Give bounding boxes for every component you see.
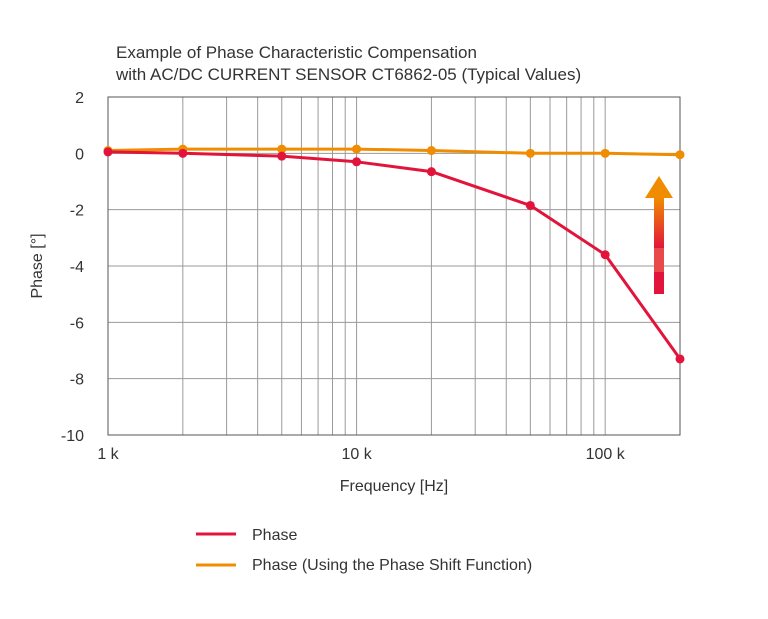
data-point-phase (352, 157, 362, 167)
x-tick-label: 1 k (97, 446, 119, 463)
data-point-phase-shift (525, 148, 535, 158)
data-point-phase (178, 148, 188, 158)
data-point-phase (277, 151, 287, 161)
data-point-phase (600, 250, 610, 260)
y-axis-ticks: 2 0 -2 -4 -6 -8 -10 (61, 90, 84, 445)
data-point-phase-shift (600, 148, 610, 158)
y-tick-label: -4 (70, 259, 84, 276)
compensation-arrow (645, 176, 673, 294)
plot-frame (107, 96, 681, 436)
x-axis-ticks: 1 k 10 k 100 k (97, 446, 625, 463)
data-series (103, 144, 685, 364)
data-point-phase-shift (675, 150, 685, 160)
series-line-phase (107, 150, 682, 360)
legend: Phase Phase (Using the Phase Shift Funct… (196, 527, 532, 574)
x-axis-label: Frequency [Hz] (340, 478, 448, 495)
data-point-phase (426, 167, 436, 177)
legend-label-phase-shift: Phase (Using the Phase Shift Function) (252, 557, 532, 574)
y-tick-label: 0 (75, 146, 84, 163)
chart-title-line-2: with AC/DC CURRENT SENSOR CT6862-05 (Typ… (115, 65, 581, 84)
series-line-phase-shift (107, 147, 681, 157)
data-point-phase-shift (277, 144, 287, 154)
x-tick-label: 10 k (341, 446, 372, 463)
data-point-phase (525, 200, 535, 210)
y-tick-label: -8 (70, 372, 84, 389)
data-point-phase-shift (426, 146, 436, 156)
data-point-phase (103, 147, 113, 157)
data-point-phase-shift (352, 144, 362, 154)
y-tick-label: -10 (61, 428, 84, 445)
chart-title-line-1: Example of Phase Characteristic Compensa… (116, 43, 477, 62)
y-tick-label: -2 (70, 203, 84, 220)
legend-label-phase: Phase (252, 527, 297, 544)
data-point-phase (675, 354, 685, 364)
y-tick-label: 2 (75, 90, 84, 107)
y-axis-label: Phase [°] (29, 233, 46, 298)
y-tick-label: -6 (70, 315, 84, 332)
x-tick-label: 100 k (586, 446, 626, 463)
